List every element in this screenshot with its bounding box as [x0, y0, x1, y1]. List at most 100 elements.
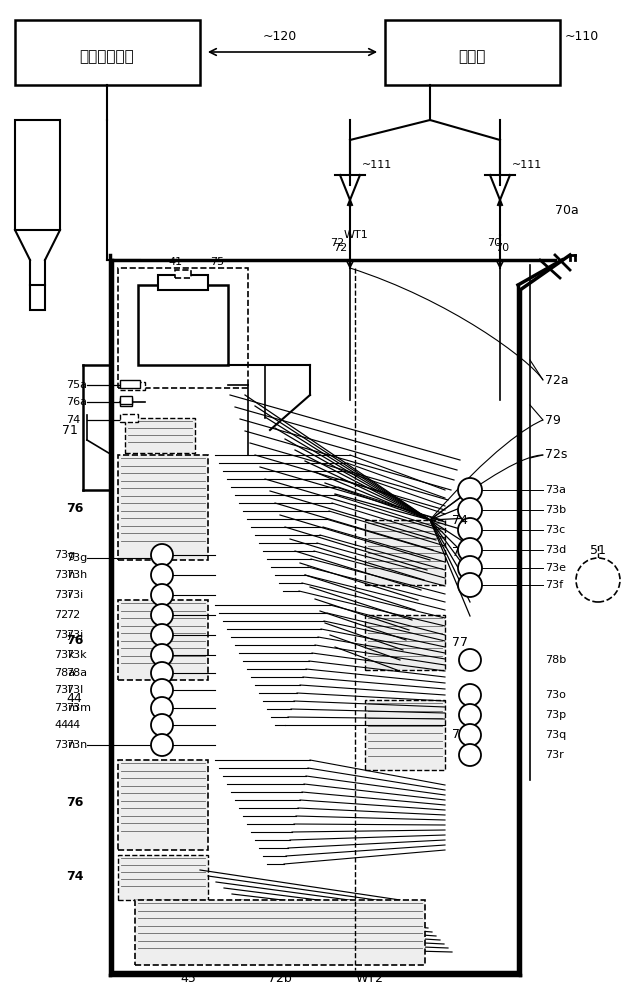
Text: 72: 72 — [333, 243, 347, 253]
Text: 73f: 73f — [545, 580, 563, 590]
Circle shape — [459, 649, 481, 671]
Text: 73j: 73j — [66, 630, 83, 640]
Text: 测量器: 测量器 — [458, 49, 486, 64]
Circle shape — [151, 584, 173, 606]
Text: 70: 70 — [487, 238, 501, 248]
Text: 44: 44 — [54, 720, 68, 730]
Circle shape — [458, 498, 482, 522]
Text: 73d: 73d — [545, 545, 566, 555]
Text: ~111: ~111 — [362, 160, 392, 170]
Text: 78a: 78a — [54, 668, 75, 678]
Text: 74: 74 — [452, 546, 468, 560]
Text: 74: 74 — [66, 415, 80, 425]
Text: 76: 76 — [66, 634, 83, 647]
Text: 73e: 73e — [545, 563, 566, 573]
Circle shape — [458, 556, 482, 580]
Text: 73l: 73l — [54, 685, 71, 695]
Text: 72s: 72s — [545, 448, 567, 462]
Circle shape — [458, 538, 482, 562]
Bar — [120, 382, 145, 390]
Text: 78a: 78a — [66, 668, 87, 678]
Text: ~110: ~110 — [565, 30, 599, 43]
Text: 76a: 76a — [66, 397, 87, 407]
Text: ~120: ~120 — [263, 30, 297, 43]
Bar — [15, 20, 200, 85]
Text: 78b: 78b — [545, 655, 566, 665]
Bar — [120, 396, 132, 404]
Circle shape — [459, 724, 481, 746]
Circle shape — [151, 679, 173, 701]
Circle shape — [151, 544, 173, 566]
Bar — [118, 600, 208, 680]
Text: WT2: WT2 — [356, 972, 384, 984]
Bar — [365, 700, 445, 770]
Text: 73k: 73k — [54, 650, 74, 660]
Text: 73i: 73i — [66, 590, 83, 600]
Circle shape — [576, 558, 620, 602]
Circle shape — [459, 744, 481, 766]
Text: 44: 44 — [66, 692, 82, 704]
Circle shape — [458, 518, 482, 542]
Bar — [175, 270, 191, 278]
Circle shape — [151, 624, 173, 646]
Text: 51: 51 — [590, 544, 606, 556]
Text: 73p: 73p — [545, 710, 566, 720]
Text: 72: 72 — [54, 610, 68, 620]
Circle shape — [458, 573, 482, 597]
Bar — [135, 900, 425, 965]
Circle shape — [459, 704, 481, 726]
Text: 74: 74 — [452, 514, 468, 526]
Text: 73m: 73m — [66, 703, 91, 713]
Bar — [125, 418, 195, 453]
Circle shape — [151, 644, 173, 666]
Text: 77: 77 — [452, 637, 468, 650]
Bar — [30, 285, 45, 310]
Text: 73h: 73h — [54, 570, 75, 580]
Text: 72: 72 — [66, 610, 80, 620]
Text: 71: 71 — [62, 424, 78, 436]
Text: 79: 79 — [545, 414, 561, 426]
Text: 73c: 73c — [545, 525, 565, 535]
Bar — [158, 275, 208, 290]
Bar — [365, 615, 445, 670]
Text: 73m: 73m — [54, 703, 79, 713]
Text: 激光加工装置: 激光加工装置 — [80, 49, 134, 64]
Text: 70: 70 — [495, 243, 509, 253]
Text: 73h: 73h — [66, 570, 87, 580]
Text: WT1: WT1 — [344, 230, 369, 240]
Text: 72b: 72b — [268, 972, 292, 984]
Text: 75: 75 — [210, 257, 224, 267]
Circle shape — [151, 604, 173, 626]
Text: 73l: 73l — [66, 685, 83, 695]
Bar — [120, 414, 138, 422]
Text: 73j: 73j — [54, 630, 71, 640]
Text: 76: 76 — [66, 796, 83, 808]
Circle shape — [151, 734, 173, 756]
Bar — [385, 20, 560, 85]
Text: 76: 76 — [452, 728, 468, 742]
Text: 45: 45 — [180, 972, 196, 984]
Bar — [365, 520, 445, 585]
Circle shape — [151, 662, 173, 684]
Bar — [15, 120, 60, 230]
Text: 72a: 72a — [545, 373, 569, 386]
Circle shape — [458, 478, 482, 502]
Text: 73g: 73g — [66, 553, 87, 563]
Text: 75a: 75a — [66, 380, 87, 390]
Bar — [120, 398, 132, 406]
Text: 73b: 73b — [545, 505, 566, 515]
Text: 74: 74 — [66, 870, 83, 884]
Bar — [118, 268, 248, 388]
Text: 73a: 73a — [545, 485, 566, 495]
Text: 73n: 73n — [54, 740, 75, 750]
Circle shape — [151, 714, 173, 736]
Bar — [118, 760, 208, 850]
Circle shape — [459, 684, 481, 706]
Text: 73o: 73o — [545, 690, 566, 700]
Text: 76: 76 — [66, 502, 83, 514]
Bar — [138, 285, 228, 365]
Text: 73n: 73n — [66, 740, 87, 750]
Text: 72: 72 — [330, 238, 345, 248]
Text: 73q: 73q — [545, 730, 566, 740]
Text: ~111: ~111 — [512, 160, 542, 170]
